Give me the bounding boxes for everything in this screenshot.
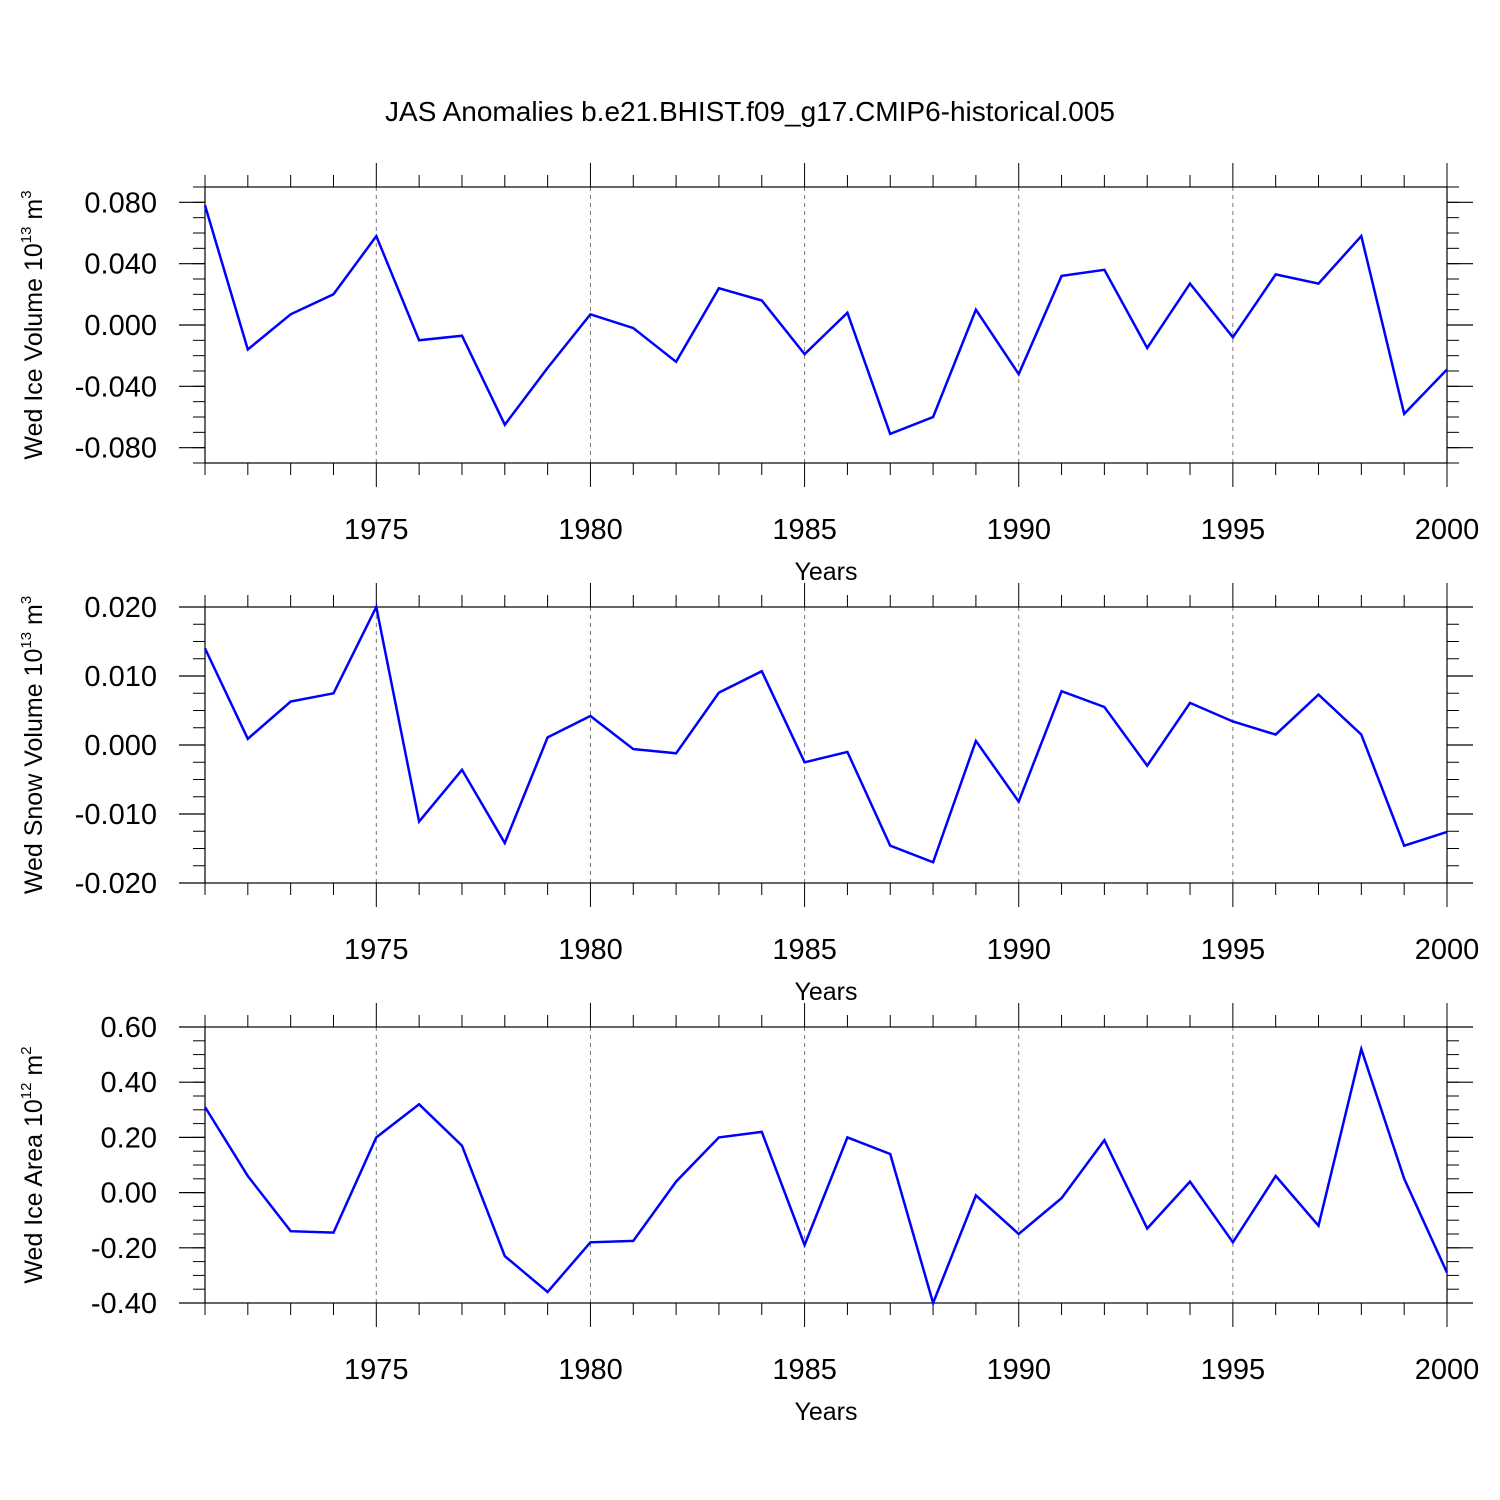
x-tick-label: 1995 [1201, 934, 1266, 966]
x-tick-label: 1990 [986, 1354, 1051, 1386]
y-tick-label: 0.040 [84, 249, 157, 281]
x-tick-label: 1985 [772, 1354, 837, 1386]
series-line [203, 1044, 1449, 1307]
plot-frame [204, 1026, 1448, 1304]
x-tick-label: 1990 [986, 514, 1051, 546]
x-axis-label: Years [794, 558, 857, 586]
y-tick-label: 0.40 [101, 1067, 157, 1099]
y-tick-label: -0.020 [75, 868, 157, 900]
y-tick-label: 0.020 [84, 592, 157, 624]
x-tick-label: 1990 [986, 934, 1051, 966]
x-tick-label: 1995 [1201, 1354, 1266, 1386]
y-axis-label: Wed Snow Volume 1013 m3 [18, 596, 48, 894]
series-line [203, 205, 1448, 436]
x-tick-label: 1985 [772, 934, 837, 966]
page-title: JAS Anomalies b.e21.BHIST.f09_g17.CMIP6-… [385, 96, 1115, 127]
x-tick-label: 1975 [344, 1354, 409, 1386]
plot-frame [204, 186, 1448, 464]
panel-ice-volume: 0.080 0.040 0.000 -0.040 -0.080 1975 1980 1985 1… [18, 163, 1479, 586]
x-tick-label: 2000 [1415, 514, 1480, 546]
y-tick-label: 0.000 [84, 730, 157, 762]
x-tick-label: 1975 [344, 514, 409, 546]
y-tick-label: -0.40 [91, 1288, 157, 1320]
y-tick-label: -0.20 [91, 1233, 157, 1265]
y-tick-label: 0.000 [84, 310, 157, 342]
y-tick-label: -0.010 [75, 799, 157, 831]
series-line [203, 603, 1448, 864]
x-tick-label: 1985 [772, 514, 837, 546]
plot-frame [204, 606, 1448, 884]
x-axis-label: Years [794, 978, 857, 1006]
x-tick-label: 1980 [558, 1354, 623, 1386]
x-tick-label: 1995 [1201, 514, 1266, 546]
y-tick-label: 0.20 [101, 1122, 157, 1154]
panel-ice-area: 0.60 0.40 0.20 0.00 -0.20 -0.40 1975 1980 1985 19… [18, 1003, 1479, 1426]
x-tick-label: 1975 [344, 934, 409, 966]
panel-snow-volume: 0.020 0.010 0.000 -0.010 -0.020 1975 1980 1985 1… [18, 583, 1479, 1006]
y-tick-label: 0.080 [84, 187, 157, 219]
x-axis-label: Years [794, 1398, 857, 1426]
y-tick-label: 0.010 [84, 661, 157, 693]
x-tick-label: 2000 [1415, 1354, 1480, 1386]
x-tick-label: 2000 [1415, 934, 1480, 966]
y-axis-label: Wed Ice Volume 1013 m3 [18, 190, 48, 459]
y-tick-label: 0.00 [101, 1178, 157, 1210]
y-tick-label: -0.080 [75, 433, 157, 465]
y-tick-label: 0.60 [101, 1012, 157, 1044]
y-axis-label: Wed Ice Area 1012 m2 [18, 1046, 48, 1283]
x-tick-label: 1980 [558, 514, 623, 546]
x-tick-label: 1980 [558, 934, 623, 966]
y-tick-label: -0.040 [75, 371, 157, 403]
